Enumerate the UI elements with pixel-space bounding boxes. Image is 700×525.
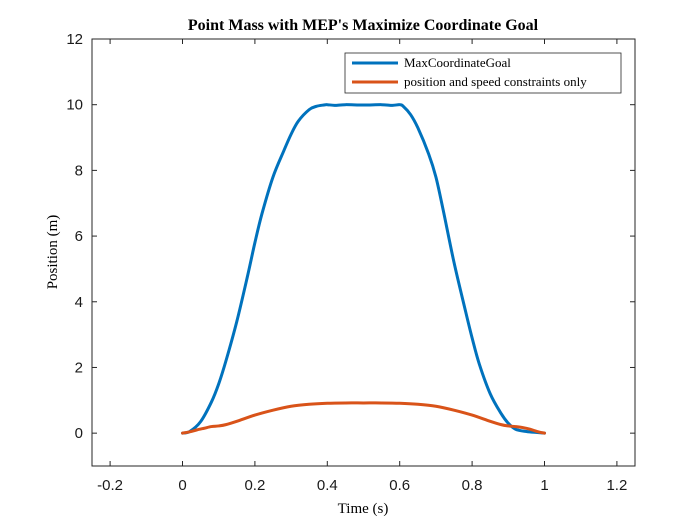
legend-label-series-1: MaxCoordinateGoal [404,55,511,70]
x-tick-label: 1 [540,477,548,494]
x-tick-label: 0 [178,477,186,494]
y-axis-label: Position (m) [45,215,61,290]
x-tick-label: 0.2 [244,477,265,494]
x-tick-label: -0.2 [97,477,123,494]
series-group [181,103,546,435]
y-tick-label: 4 [75,294,83,311]
ticks-group: -0.2 0 0.2 0.4 0.6 0.8 1 1.2 0 2 4 6 8 10 12 [66,31,635,494]
y-tick-label: 8 [75,162,83,179]
series-line-2 [181,401,546,435]
x-tick-label: 1.2 [606,477,627,494]
y-tick-label: 12 [66,31,83,48]
y-tick-label: 0 [75,425,83,442]
y-tick-label: 2 [75,359,83,376]
legend: MaxCoordinateGoal position and speed con… [344,52,622,94]
x-tick-label: 0.4 [317,477,338,494]
chart-title: Point Mass with MEP's Maximize Coordinat… [188,17,539,34]
series-line-1 [181,103,546,435]
legend-label-series-2: position and speed constraints only [404,74,587,89]
y-tick-label: 6 [75,228,83,245]
legend-box [344,52,622,94]
y-tick-label: 10 [66,97,83,114]
x-tick-label: 0.6 [389,477,410,494]
plot-frame [91,38,636,467]
x-axis-label: Time (s) [338,501,389,517]
plot-area [92,39,635,466]
x-tick-label: 0.8 [462,477,483,494]
